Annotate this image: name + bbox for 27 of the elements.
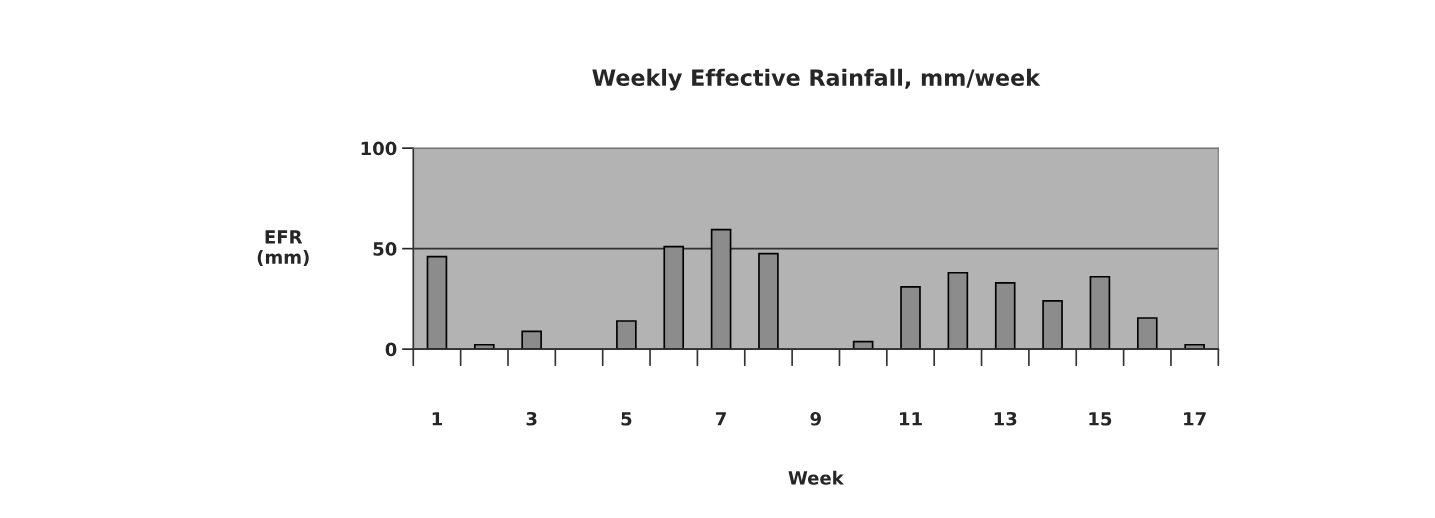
x-axis-title: Week xyxy=(788,470,845,485)
y-tick-label: 50 xyxy=(373,242,397,256)
x-tick-label: 3 xyxy=(526,411,537,426)
x-tick-label: 5 xyxy=(621,412,632,426)
bar xyxy=(1136,317,1158,350)
bar xyxy=(994,281,1016,350)
bar xyxy=(1089,275,1111,350)
bar xyxy=(616,320,637,350)
x-tick-label: 17 xyxy=(1184,412,1206,426)
y-tick-label: 100 xyxy=(361,141,397,156)
bar xyxy=(710,228,732,350)
x-tick-label: 7 xyxy=(716,412,726,426)
bar xyxy=(426,255,448,350)
bar xyxy=(663,245,685,350)
chart-title: Weekly Effective Rainfall, mm/week xyxy=(592,68,1041,91)
x-tick-label: 1 xyxy=(432,412,442,426)
bar xyxy=(521,330,542,350)
bar xyxy=(947,271,969,350)
y-axis-title: EFR (mm) xyxy=(257,230,309,267)
bar xyxy=(900,285,921,350)
x-tick-label: 15 xyxy=(1089,412,1112,426)
x-tick-label: 13 xyxy=(994,411,1017,426)
x-tick-label: 11 xyxy=(899,412,922,426)
bar xyxy=(758,252,779,350)
x-tick-label: 9 xyxy=(810,411,821,426)
bar xyxy=(1042,300,1063,350)
y-tick-label: 0 xyxy=(385,342,397,357)
